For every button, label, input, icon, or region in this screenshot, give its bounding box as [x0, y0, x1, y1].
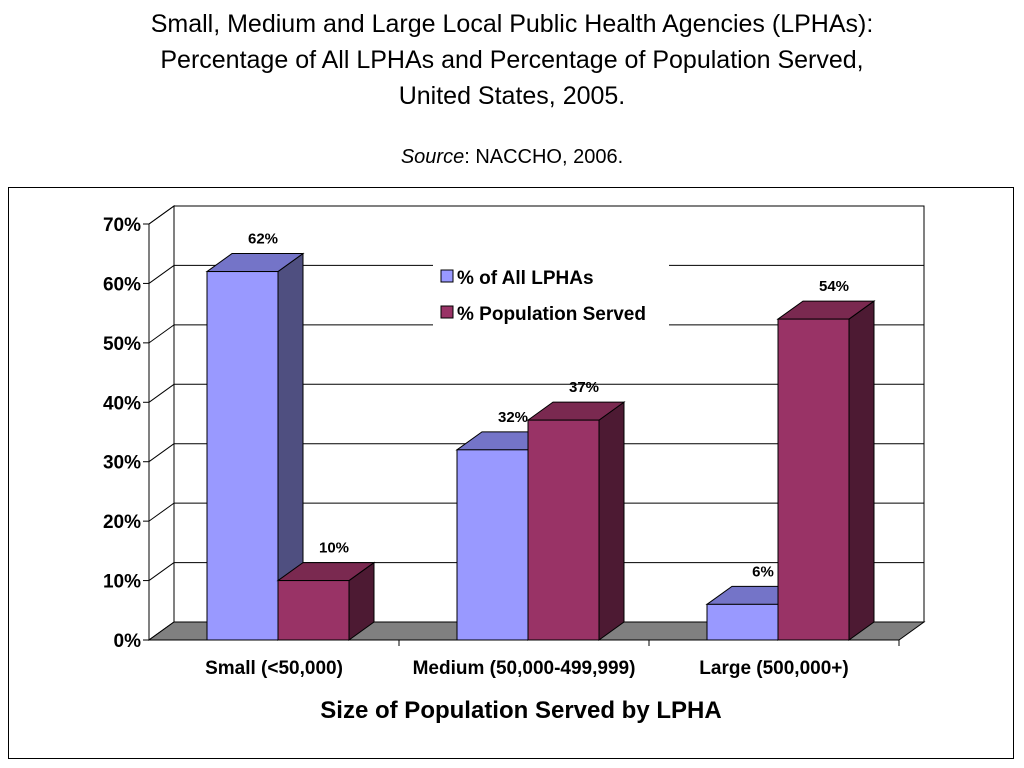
- bar: [527, 419, 600, 641]
- bar-side: [848, 300, 875, 641]
- bar: [456, 449, 529, 641]
- bar: [777, 318, 850, 641]
- y-tick-label: 50%: [103, 334, 141, 355]
- legend-label: % of All LPHAs: [457, 268, 594, 289]
- x-tick-label: Large (500,000+): [699, 658, 848, 679]
- y-tick-label: 20%: [103, 512, 141, 533]
- bar-side: [598, 401, 625, 641]
- side-gridline: [148, 502, 175, 522]
- data-label: 62%: [248, 231, 278, 248]
- bar: [706, 603, 779, 641]
- side-gridline: [148, 383, 175, 403]
- bar-chart: 0% 10% 20% 30% 40% 50% 60% 70% 62% 10% Small (<50,…: [103, 205, 926, 724]
- data-label: 54%: [819, 278, 849, 295]
- data-label: 32%: [498, 409, 528, 426]
- chart-side-wall: [148, 205, 175, 641]
- side-gridline: [148, 562, 175, 581]
- y-tick-label: 10%: [103, 572, 141, 593]
- chart-title: Small, Medium and Large Local Public Hea…: [0, 6, 1024, 114]
- source-label: Source: [400, 146, 465, 168]
- x-tick-label: Medium (50,000-499,999): [413, 658, 636, 679]
- data-label: 6%: [752, 563, 774, 580]
- side-gridline: [148, 265, 175, 284]
- y-tick-label: 0%: [114, 631, 142, 652]
- title-line-3: United States, 2005.: [398, 82, 626, 110]
- side-gridline: [148, 324, 175, 344]
- data-label: 10%: [319, 540, 349, 557]
- legend-swatch: [440, 269, 454, 283]
- source-text: : NACCHO, 2006.: [464, 146, 624, 168]
- x-axis-title: Size of Population Served by LPHA: [320, 697, 721, 724]
- legend-box: [433, 262, 669, 332]
- source-note: Source: NACCHO, 2006.: [0, 146, 1024, 169]
- title-line-2: Percentage of All LPHAs and Percentage o…: [160, 46, 864, 74]
- side-gridline: [148, 443, 175, 463]
- bar: [206, 271, 279, 641]
- legend-swatch: [440, 305, 454, 319]
- chart-frame: 0% 10% 20% 30% 40% 50% 60% 70% 62% 10% Small (<50,…: [8, 187, 1014, 759]
- side-gridline: [148, 205, 175, 225]
- y-tick-label: 70%: [103, 215, 141, 236]
- y-tick-label: 40%: [103, 393, 141, 414]
- data-label: 37%: [569, 379, 599, 396]
- legend-label: % Population Served: [457, 304, 646, 325]
- bar: [277, 580, 350, 641]
- x-tick-label: Small (<50,000): [205, 658, 343, 679]
- title-line-1: Small, Medium and Large Local Public Hea…: [150, 10, 874, 38]
- y-tick-label: 60%: [103, 274, 141, 295]
- y-tick-label: 30%: [103, 453, 141, 474]
